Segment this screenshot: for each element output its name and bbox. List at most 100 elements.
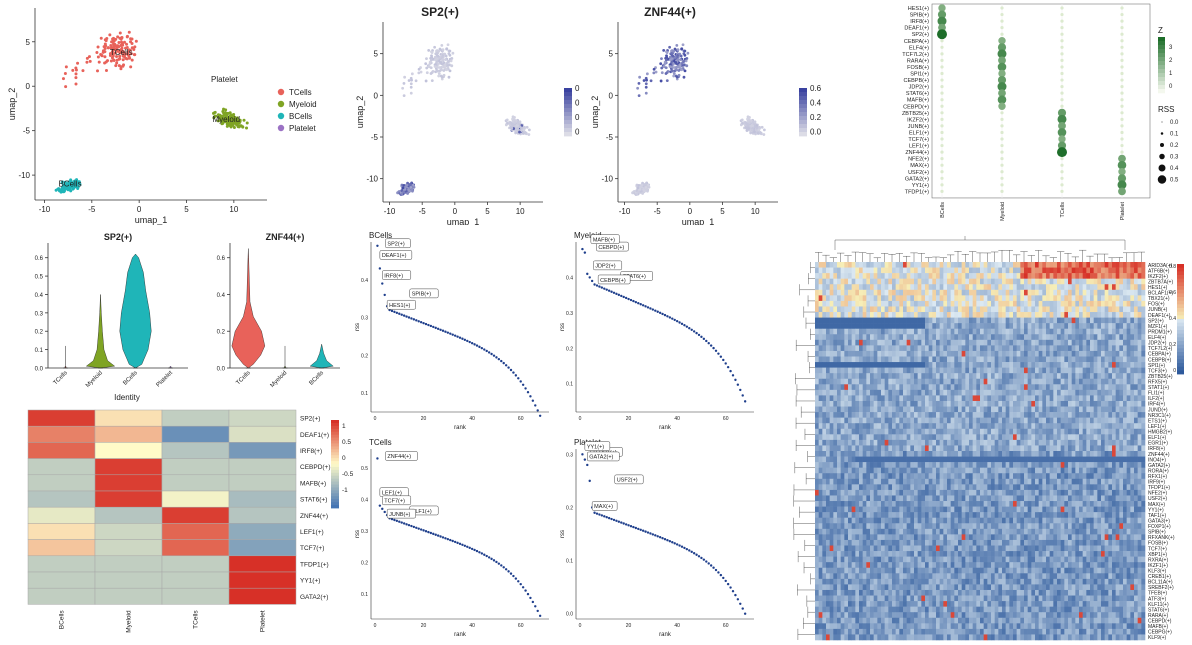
cell-heatmap-cell — [1097, 306, 1102, 313]
cell-heatmap-cell — [1082, 345, 1087, 352]
dotplot-dot — [940, 170, 944, 174]
cell-heatmap-cell — [954, 384, 959, 391]
cell-heatmap-cell — [1126, 350, 1131, 357]
cell-heatmap-cell — [859, 339, 863, 346]
cell-heatmap-cell — [980, 339, 984, 346]
cell-heatmap-cell — [848, 306, 852, 313]
cell-heatmap-cell — [932, 356, 937, 363]
cell-heatmap-cell — [815, 295, 819, 302]
cell-heatmap-cell — [991, 334, 995, 341]
cell-heatmap-cell — [921, 406, 926, 413]
cell-heatmap-cell — [899, 317, 904, 324]
cell-heatmap-cell — [917, 395, 922, 402]
cell-heatmap-cell — [855, 284, 860, 291]
dotplot-dot — [1000, 189, 1004, 193]
cell-heatmap-cell — [987, 400, 992, 407]
umap-point-tcells — [76, 61, 80, 65]
cell-heatmap-cell — [1042, 384, 1047, 391]
cell-heatmap-cell — [965, 306, 970, 313]
cell-heatmap-cell — [1009, 323, 1014, 330]
umap-point-bcells — [65, 185, 69, 189]
cell-heatmap-cell — [855, 278, 860, 285]
cell-heatmap-cell — [899, 262, 904, 268]
cell-heatmap-cell — [958, 328, 962, 335]
violin-shape-bcells — [119, 253, 152, 369]
cell-heatmap-cell — [932, 262, 937, 268]
cell-heatmap-cell — [833, 362, 838, 368]
heatmap-colorbar-segment — [331, 493, 339, 497]
cell-heatmap-cell — [1134, 412, 1138, 418]
cell-heatmap-cell — [1079, 267, 1083, 274]
cell-heatmap-cell — [826, 350, 830, 357]
cell-heatmap-cell — [1123, 378, 1127, 385]
cell-heatmap-cell — [1009, 428, 1014, 435]
feature-point — [443, 52, 447, 56]
cell-heatmap-cell — [936, 412, 940, 418]
cell-heatmap-cell — [932, 300, 937, 307]
cell-heatmap-cell — [1035, 373, 1039, 380]
dotplot-z-colorbar-segment — [1158, 85, 1165, 90]
heatmap-row-label: GATA2(+) — [300, 594, 328, 601]
cell-heatmap-cell — [1068, 300, 1072, 307]
cell-heatmap-cell — [888, 289, 893, 296]
cell-heatmap-cell — [954, 267, 959, 274]
cell-heatmap-cell — [1027, 289, 1032, 296]
cell-heatmap-cell — [980, 295, 984, 302]
cell-heatmap-cell — [987, 334, 992, 341]
cell-heatmap-cell — [1126, 395, 1131, 402]
cell-heatmap-cell — [925, 278, 929, 285]
cell-heatmap-cell — [833, 378, 838, 385]
cell-heatmap-cell — [1137, 350, 1142, 357]
cell-heatmap-cell — [862, 328, 867, 335]
cell-heatmap-cell — [833, 334, 838, 341]
cell-heatmap-cell — [1108, 406, 1113, 413]
cell-heatmap-cell — [829, 323, 834, 330]
cell-heatmap-cell — [1064, 373, 1069, 380]
cell-heatmap-cell — [1137, 278, 1142, 285]
cell-heatmap-cell — [958, 384, 962, 391]
cell-heatmap-cell — [925, 262, 929, 268]
rank-point — [419, 528, 423, 531]
cell-heatmap-cell — [961, 323, 966, 330]
cell-heatmap-cell — [815, 262, 819, 268]
cell-heatmap-cell — [899, 289, 904, 296]
cell-heatmap-cell — [980, 300, 984, 307]
cell-heatmap-cell — [1060, 278, 1065, 285]
cell-heatmap-cell — [972, 384, 977, 391]
cell-heatmap-cell — [1141, 334, 1146, 341]
cell-heatmap-cell — [961, 306, 966, 313]
rank-x-tick-label: 40 — [469, 416, 475, 422]
cell-heatmap-cell — [895, 412, 900, 418]
cell-heatmap-cell — [950, 378, 955, 385]
cell-heatmap-cell — [837, 339, 841, 346]
cell-heatmap-cell — [1123, 384, 1127, 391]
cell-heatmap-cell — [855, 389, 860, 396]
rank-point — [627, 297, 630, 301]
cell-heatmap-cell — [1126, 317, 1131, 324]
cell-heatmap-cell — [914, 378, 918, 385]
cell-heatmap-cell — [1024, 356, 1028, 363]
dotplot-dot — [1060, 189, 1064, 193]
cell-heatmap-cell — [1115, 378, 1120, 385]
cell-heatmap-cell — [818, 389, 823, 396]
cell-heatmap-cell — [943, 295, 948, 302]
cell-heatmap-cell — [917, 406, 922, 413]
cell-heatmap-cell — [928, 278, 933, 285]
cell-heatmap-cell — [829, 406, 834, 413]
cell-heatmap-cell — [983, 384, 988, 391]
rank-point — [605, 288, 608, 291]
rank-x-axis-label: rank — [659, 425, 672, 431]
cell-heatmap-cell — [1137, 328, 1142, 335]
cell-heatmap-cell — [1031, 384, 1036, 391]
cell-heatmap-cell — [1002, 356, 1006, 363]
cell-heatmap-cell — [921, 295, 926, 302]
cell-heatmap-cell — [936, 384, 940, 391]
cell-heatmap-cell — [1068, 428, 1072, 435]
cell-heatmap-cell — [895, 267, 900, 274]
cell-heatmap-cell — [895, 284, 900, 291]
cell-heatmap-cell — [1134, 289, 1138, 296]
umap-point-tcells — [115, 61, 119, 65]
rank-point — [412, 318, 416, 321]
cell-heatmap-cell — [1130, 389, 1135, 396]
cell-heatmap-cell — [844, 362, 849, 368]
